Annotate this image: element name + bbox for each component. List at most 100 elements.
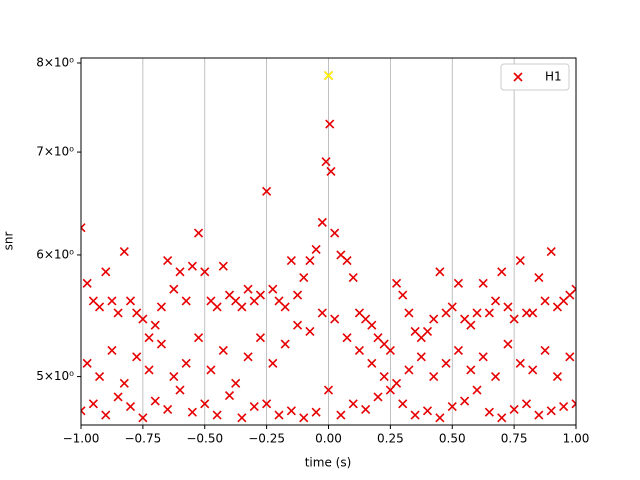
marker bbox=[330, 228, 340, 238]
marker bbox=[243, 284, 253, 294]
marker bbox=[101, 267, 111, 277]
marker bbox=[317, 308, 327, 318]
marker bbox=[163, 404, 173, 414]
marker bbox=[534, 272, 544, 283]
marker bbox=[286, 255, 296, 266]
plot-frame bbox=[80, 57, 577, 426]
marker bbox=[175, 267, 185, 277]
marker bbox=[447, 402, 457, 412]
marker bbox=[292, 290, 303, 300]
marker bbox=[107, 296, 117, 306]
marker bbox=[187, 261, 197, 271]
marker bbox=[150, 320, 160, 330]
y-tick-label: 6×10⁰ bbox=[36, 247, 74, 261]
x-tick-label: −0.50 bbox=[186, 432, 223, 446]
x-tick-label: −1.00 bbox=[63, 432, 100, 446]
marker bbox=[385, 345, 395, 355]
marker bbox=[94, 372, 105, 382]
marker bbox=[193, 333, 204, 343]
marker bbox=[497, 267, 507, 277]
marker bbox=[268, 284, 278, 294]
marker bbox=[280, 302, 290, 312]
marker bbox=[237, 413, 247, 423]
plot-area bbox=[81, 71, 576, 423]
marker bbox=[113, 308, 123, 318]
x-tick-label: −0.75 bbox=[124, 432, 161, 446]
marker bbox=[497, 413, 507, 423]
marker bbox=[144, 333, 154, 343]
marker bbox=[447, 302, 457, 312]
marker bbox=[348, 272, 358, 283]
marker bbox=[398, 290, 408, 300]
marker bbox=[243, 352, 253, 362]
marker bbox=[490, 296, 501, 306]
marker bbox=[88, 399, 98, 409]
marker bbox=[262, 186, 272, 196]
marker bbox=[138, 314, 148, 324]
x-tick-label: 0.75 bbox=[501, 432, 528, 446]
marker bbox=[528, 308, 538, 318]
marker bbox=[478, 278, 488, 288]
marker bbox=[515, 255, 525, 266]
marker bbox=[435, 413, 445, 423]
y-tick-label: 8×10⁰ bbox=[36, 55, 74, 69]
marker bbox=[571, 399, 576, 409]
y-tick-label: 7×10⁰ bbox=[36, 145, 74, 159]
marker bbox=[453, 278, 464, 288]
marker bbox=[466, 320, 476, 330]
x-tick-label: −0.25 bbox=[248, 432, 285, 446]
x-axis-label: time (s) bbox=[305, 456, 352, 470]
marker bbox=[224, 390, 235, 401]
y-axis-label: snr bbox=[2, 232, 16, 251]
marker bbox=[262, 399, 272, 409]
marker bbox=[460, 396, 470, 406]
marker bbox=[453, 345, 464, 355]
marker bbox=[354, 345, 365, 355]
marker bbox=[107, 345, 117, 355]
marker bbox=[484, 407, 494, 417]
legend-box bbox=[500, 63, 570, 91]
legend-label: H1 bbox=[545, 70, 562, 84]
marker bbox=[200, 267, 210, 277]
marker bbox=[305, 326, 315, 337]
marker bbox=[175, 385, 185, 395]
marker bbox=[404, 308, 414, 318]
x-tick-label: 0.50 bbox=[439, 432, 466, 446]
marker bbox=[169, 284, 179, 294]
marker bbox=[361, 404, 371, 414]
marker bbox=[336, 410, 346, 420]
marker bbox=[422, 406, 433, 416]
marker bbox=[379, 372, 389, 382]
marker bbox=[249, 402, 259, 412]
marker bbox=[435, 267, 445, 277]
marker bbox=[509, 404, 519, 414]
marker bbox=[150, 396, 160, 406]
marker bbox=[81, 406, 86, 416]
marker bbox=[391, 378, 402, 388]
marker bbox=[528, 365, 538, 375]
marker bbox=[503, 339, 513, 349]
marker bbox=[255, 290, 266, 300]
marker bbox=[125, 402, 136, 412]
marker bbox=[373, 392, 383, 402]
marker bbox=[311, 244, 321, 254]
marker bbox=[503, 302, 513, 312]
marker bbox=[292, 320, 303, 330]
marker bbox=[138, 413, 148, 423]
marker bbox=[521, 399, 532, 409]
marker bbox=[200, 399, 210, 409]
marker bbox=[305, 255, 315, 266]
marker bbox=[237, 302, 247, 312]
marker bbox=[546, 406, 556, 416]
marker bbox=[559, 402, 569, 412]
marker bbox=[565, 352, 575, 362]
marker bbox=[571, 284, 576, 294]
marker bbox=[552, 372, 563, 382]
marker bbox=[218, 261, 228, 271]
marker bbox=[286, 406, 296, 416]
marker bbox=[513, 72, 523, 82]
marker bbox=[144, 365, 154, 375]
marker bbox=[119, 378, 129, 388]
marker bbox=[169, 372, 179, 382]
